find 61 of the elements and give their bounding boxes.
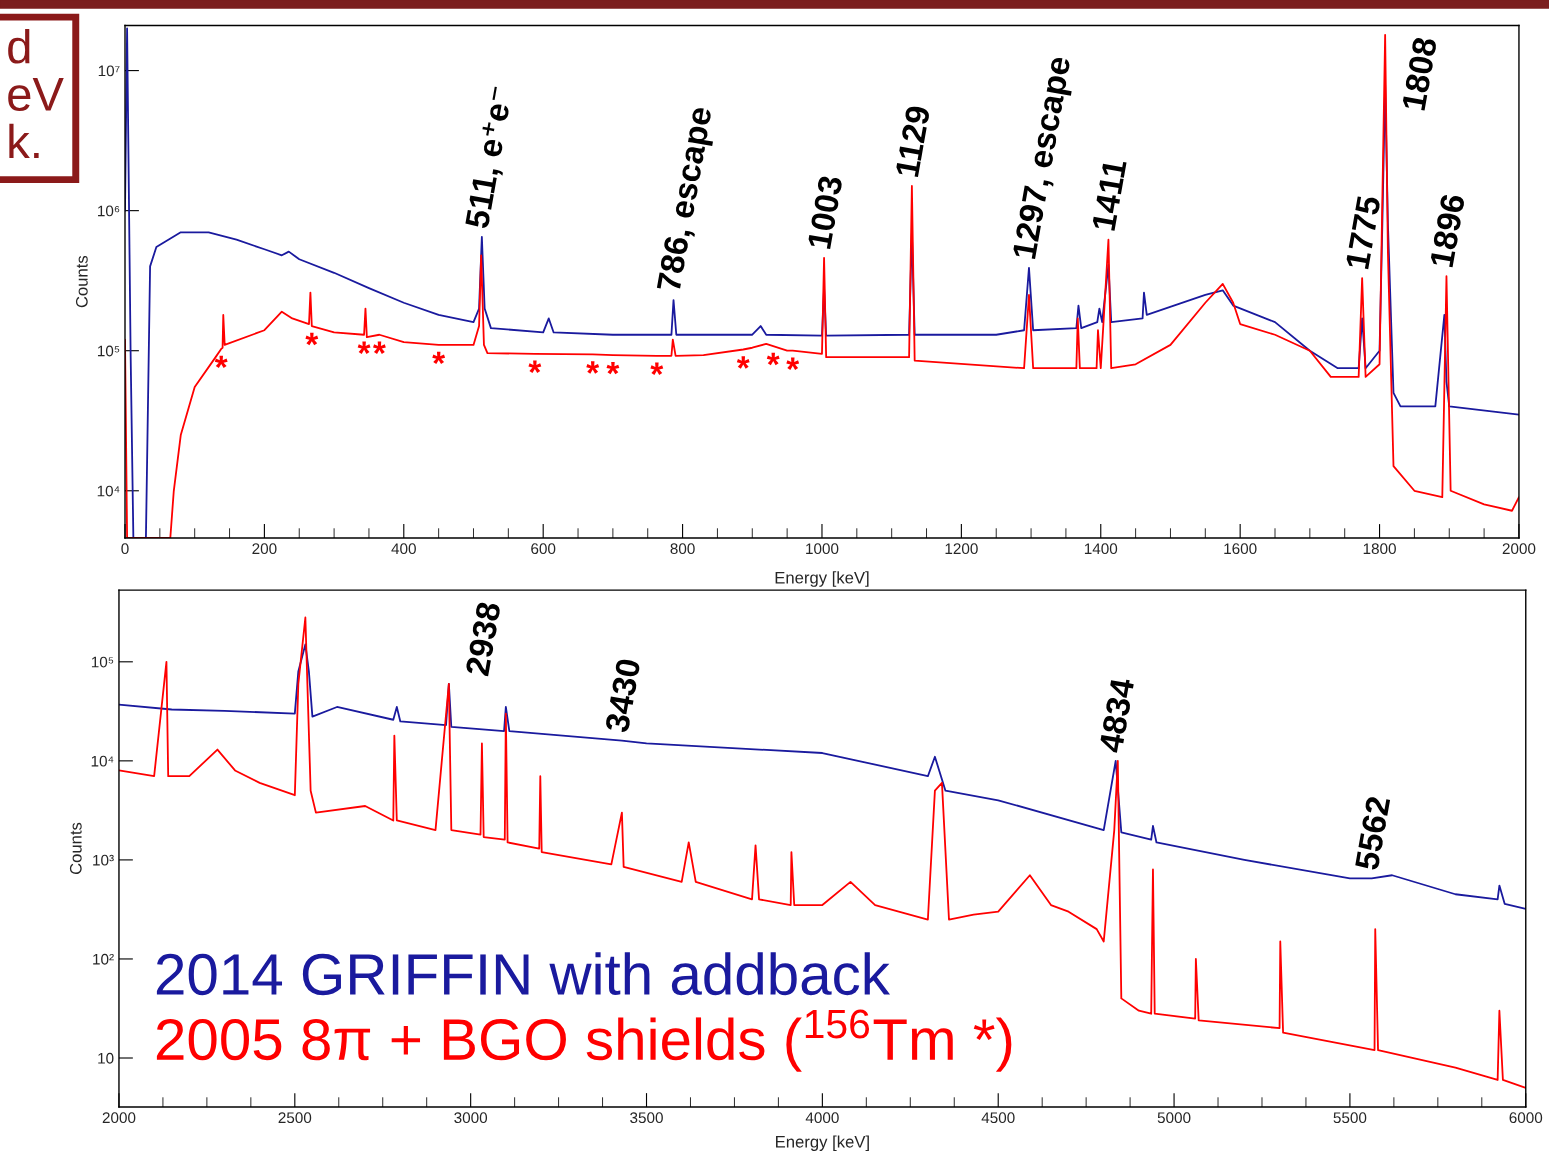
x-tick-label: 1800 xyxy=(1363,543,1396,555)
y-tick-label: 10² xyxy=(93,953,114,965)
annotation: 786, escape xyxy=(656,105,719,293)
x-tick-label: 1200 xyxy=(945,543,978,555)
y-tick-label: 10⁴ xyxy=(97,485,120,497)
annotation: * xyxy=(432,351,446,365)
x-axis-title: Energy [keV] xyxy=(775,571,869,587)
y-axis-title: Counts xyxy=(69,822,82,875)
annotation: * xyxy=(586,361,600,374)
x-axis-title: Energy [keV] xyxy=(776,1135,869,1151)
text: 2014 GRIFFIN with addback xyxy=(156,952,891,996)
series-label: 2005 8π + BGO shields ($^{156}$Tm *) xyxy=(156,1009,1012,1072)
x-tick-label: 3000 xyxy=(454,1112,488,1124)
annotation: * xyxy=(214,355,228,369)
annotation: * xyxy=(650,362,664,375)
annotation: * xyxy=(528,360,542,374)
annotation: 3430 xyxy=(604,658,641,734)
x-tick-label: 1000 xyxy=(806,543,839,555)
annotation: 5562 xyxy=(1354,795,1391,871)
y-tick-label: 10⁷ xyxy=(98,65,120,77)
x-tick-label: 2500 xyxy=(278,1112,312,1124)
x-tick-label: 6000 xyxy=(1509,1112,1543,1124)
y-tick-label: 10⁵ xyxy=(97,345,120,357)
x-tick-label: 1400 xyxy=(1084,543,1118,555)
annotation: 1896 xyxy=(1429,193,1466,268)
annotation: 1003 xyxy=(807,175,843,250)
annotation: 4834 xyxy=(1098,677,1135,754)
annotation: 2938 xyxy=(465,601,501,677)
x-tick-label: 5000 xyxy=(1157,1112,1191,1124)
annotation: 1297, escape xyxy=(1012,55,1078,261)
y-tick-label: 10⁴ xyxy=(91,755,114,767)
x-tick-label: 3500 xyxy=(630,1112,663,1124)
y-tick-label: 10⁵ xyxy=(91,656,114,668)
annotation: 1775 xyxy=(1345,195,1381,270)
x-tick-label: 0 xyxy=(121,543,129,555)
annotation: * xyxy=(736,356,750,369)
annotation: 1808 xyxy=(1401,36,1438,111)
y-axis-title: Counts xyxy=(75,255,88,308)
x-tick-label: 400 xyxy=(391,543,416,555)
x-tick-label: 800 xyxy=(670,543,695,555)
annotation: 1129 xyxy=(895,105,931,178)
annotation: * xyxy=(606,361,620,375)
annotation: 1411 xyxy=(1091,158,1127,231)
annotation: * xyxy=(305,332,319,346)
x-tick-label: 200 xyxy=(252,543,277,555)
x-tick-label: 2000 xyxy=(1502,543,1536,555)
annotation: * xyxy=(766,352,780,366)
x-tick-label: 600 xyxy=(531,543,556,555)
y-tick-label: 10 xyxy=(98,1052,114,1064)
text: d eV k. xyxy=(8,28,64,159)
y-tick-label: 10⁶ xyxy=(98,205,120,217)
annotation: * xyxy=(786,357,800,370)
annotation: * xyxy=(357,341,371,354)
annotation: 511, e⁺e⁻ xyxy=(465,85,518,230)
x-tick-label: 2000 xyxy=(102,1112,136,1124)
x-tick-label: 4000 xyxy=(805,1112,839,1124)
x-tick-label: 4500 xyxy=(981,1112,1015,1124)
x-tick-label: 5500 xyxy=(1333,1112,1367,1124)
annotation: * xyxy=(373,341,386,354)
x-tick-label: 1600 xyxy=(1224,543,1257,555)
y-tick-label: 10³ xyxy=(93,854,114,866)
